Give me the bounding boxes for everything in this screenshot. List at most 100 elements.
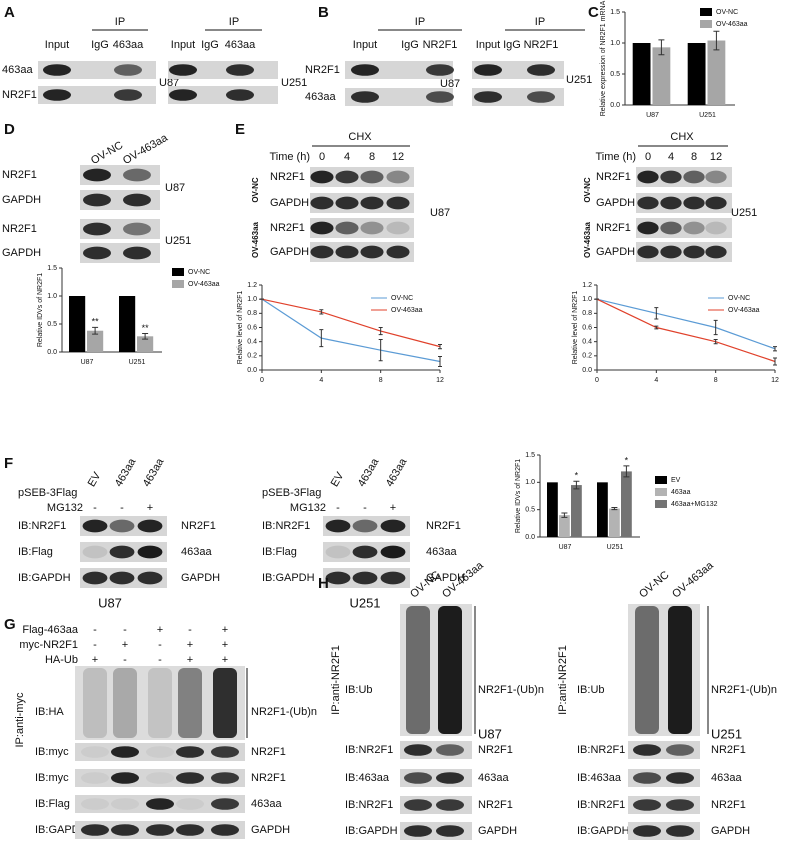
label: Time (h) <box>595 151 636 163</box>
smear <box>668 606 692 734</box>
label: GAPDH <box>270 246 309 258</box>
cell-line: U251 <box>281 77 307 89</box>
bar <box>137 336 154 352</box>
band <box>310 196 334 210</box>
label: IB:GAPDH <box>18 572 71 584</box>
label: Time (h) <box>269 151 310 163</box>
band <box>137 519 163 533</box>
label: OV-463aa <box>121 132 171 168</box>
band <box>426 91 454 103</box>
label: 12 <box>392 151 404 163</box>
band <box>683 196 705 210</box>
y-axis-label: Relative level of NR2F1 <box>237 291 244 365</box>
band <box>109 545 135 559</box>
error-bar <box>713 319 718 336</box>
band <box>81 746 109 758</box>
label: NR2F1 <box>596 171 631 183</box>
panel-label: D <box>4 121 15 138</box>
bar <box>571 485 582 537</box>
label: GAPDH <box>596 246 635 258</box>
band <box>633 744 661 756</box>
label: Input <box>45 39 69 51</box>
label: CHX <box>348 131 372 143</box>
legend-swatch <box>655 476 667 484</box>
y-axis-label: Relative expression of NR2F1 mRNA <box>600 0 607 116</box>
legend-label: OV-NC <box>188 269 210 276</box>
band <box>114 64 142 76</box>
label: IB:463aa <box>577 772 622 784</box>
label: - <box>120 502 124 514</box>
band <box>705 245 727 259</box>
x-tick-label: U87 <box>81 359 94 366</box>
error-bar <box>378 327 383 336</box>
band <box>211 746 239 758</box>
y-tick-label: 0.0 <box>610 102 620 109</box>
label: 12 <box>710 151 722 163</box>
band <box>666 825 694 837</box>
label: OV-NC <box>251 177 260 203</box>
bar <box>609 508 620 537</box>
line <box>596 298 776 350</box>
band <box>137 571 163 585</box>
annotation: ** <box>142 323 150 333</box>
label: HA-Ub <box>45 654 78 666</box>
y-tick-label: 1.5 <box>525 452 535 459</box>
band <box>660 196 682 210</box>
bar <box>547 482 558 537</box>
label: GAPDH <box>426 572 465 584</box>
label: GAPDH <box>181 572 220 584</box>
label: IB:myc <box>35 746 69 758</box>
band <box>436 772 464 784</box>
label: - <box>123 654 127 666</box>
label: NR2F1 <box>711 799 746 811</box>
band <box>83 222 111 236</box>
label: pSEB-3Flag <box>262 487 321 499</box>
label: OV-463aa <box>251 221 260 258</box>
x-tick-label: 8 <box>379 377 383 384</box>
panel-label: E <box>235 121 245 138</box>
label: + <box>147 502 153 514</box>
label: pSEB-3Flag <box>18 487 77 499</box>
band <box>211 798 239 810</box>
error-bar <box>319 329 324 348</box>
x-tick-label: 0 <box>260 377 264 384</box>
x-tick-label: 12 <box>436 377 444 384</box>
bar <box>119 296 136 352</box>
x-tick-label: U251 <box>699 112 716 119</box>
x-tick-label: 8 <box>714 377 718 384</box>
band <box>169 64 197 76</box>
band <box>404 772 432 784</box>
label: NR2F1 <box>2 223 37 235</box>
band <box>109 571 135 585</box>
band <box>360 196 384 210</box>
label: GAPDH <box>596 197 635 209</box>
legend-label: OV-463aa <box>728 307 760 314</box>
band <box>335 245 359 259</box>
y-axis-label: Relative IDVs of NR2F1 <box>515 459 522 533</box>
y-tick-label: 1.2 <box>247 282 257 289</box>
label: - <box>93 502 97 514</box>
label: 463aa <box>181 546 212 558</box>
x-tick-label: U87 <box>646 112 659 119</box>
label: IB:463aa <box>345 772 390 784</box>
label: NR2F1 <box>423 39 458 51</box>
band <box>705 221 727 235</box>
band <box>660 170 682 184</box>
band <box>637 196 659 210</box>
panel-label: C <box>588 4 599 21</box>
label: NR2F1 <box>2 169 37 181</box>
label: NR2F1 <box>270 222 305 234</box>
legend-swatch <box>172 280 184 288</box>
band <box>43 64 71 76</box>
band <box>310 170 334 184</box>
legend-swatch <box>655 500 667 508</box>
smear <box>213 668 237 738</box>
label: - <box>363 502 367 514</box>
band <box>666 744 694 756</box>
legend-label: 463aa+MG132 <box>671 501 718 508</box>
band <box>123 222 151 236</box>
line <box>596 298 776 363</box>
label: IB:NR2F1 <box>262 520 310 532</box>
label: 463aa <box>2 64 33 76</box>
